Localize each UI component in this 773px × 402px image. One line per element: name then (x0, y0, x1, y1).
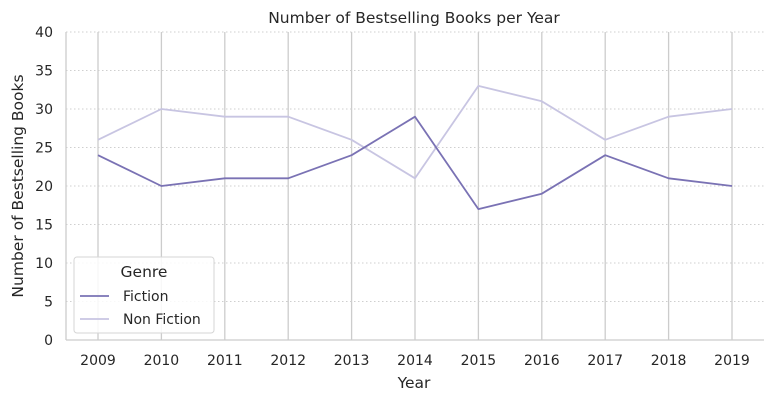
x-tick-label-2016: 2016 (524, 353, 560, 369)
legend-title: Genre (121, 263, 168, 281)
y-tick-label-0: 0 (44, 333, 53, 349)
y-tick-label-30: 30 (35, 102, 53, 118)
legend-box (73, 256, 215, 334)
x-tick-label-2011: 2011 (207, 353, 243, 369)
x-tick-label-2019: 2019 (714, 353, 750, 369)
series-lines (97, 85, 733, 211)
y-tick-labels: 0 5 10 15 20 25 30 35 40 (35, 25, 53, 349)
y-tick-label-40: 40 (35, 25, 53, 41)
y-tick-label-25: 25 (35, 141, 53, 157)
y-tick-label-35: 35 (35, 64, 53, 80)
series-line-non-fiction (97, 85, 733, 180)
x-axis-label: Year (397, 374, 431, 392)
x-tick-label-2014: 2014 (397, 353, 433, 369)
legend-label-non-fiction: Non Fiction (123, 312, 201, 328)
x-tick-label-2018: 2018 (651, 353, 687, 369)
chart-title: Number of Bestselling Books per Year (268, 9, 560, 27)
series-line-fiction (97, 115, 733, 211)
y-tick-label-20: 20 (35, 179, 53, 195)
x-tick-label-2009: 2009 (80, 353, 116, 369)
x-tick-label-2017: 2017 (587, 353, 623, 369)
y-axis-label: Number of Bestselling Books (9, 74, 27, 297)
x-tick-label-2010: 2010 (144, 353, 180, 369)
y-tick-label-10: 10 (35, 256, 53, 272)
x-tick-label-2015: 2015 (461, 353, 497, 369)
x-tick-label-2013: 2013 (334, 353, 370, 369)
x-tick-label-2012: 2012 (270, 353, 306, 369)
legend: Genre Fiction Non Fiction (73, 256, 215, 334)
axes (65, 32, 764, 341)
legend-label-fiction: Fiction (123, 289, 168, 305)
y-tick-label-15: 15 (35, 218, 53, 234)
y-tick-label-5: 5 (44, 295, 53, 311)
x-tick-labels: 2009 2010 2011 2012 2013 2014 2015 2016 2017 2018… (80, 353, 750, 369)
